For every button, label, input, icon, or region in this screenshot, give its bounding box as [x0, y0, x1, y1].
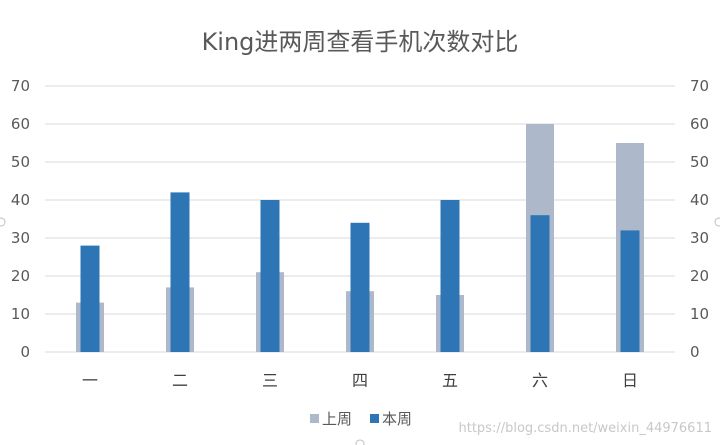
x-axis: 一二三四五六日: [82, 371, 638, 390]
legend-swatch-0: [310, 414, 319, 423]
bar-this-week-4: [440, 200, 460, 352]
watermark: https://blog.csdn.net/weixin_44976611: [458, 421, 712, 436]
legend-label-1: 本周: [382, 410, 412, 428]
x-tick-label-0: 一: [82, 371, 98, 390]
y-tick-label-left-7: 70: [11, 77, 30, 95]
resize-handle-left[interactable]: [0, 217, 6, 227]
y-tick-label-right-5: 50: [690, 153, 709, 171]
resize-handle-bottom[interactable]: [355, 439, 365, 445]
bar-this-week-1: [170, 192, 190, 352]
chart-title: King进两周查看手机次数对比: [202, 28, 519, 56]
x-tick-label-5: 六: [532, 371, 548, 390]
bar-this-week-6: [620, 230, 640, 352]
bar-this-week-5: [530, 215, 550, 352]
y-tick-label-right-3: 30: [690, 229, 709, 247]
y-tick-label-right-4: 40: [690, 191, 709, 209]
y-tick-label-right-0: 0: [690, 343, 700, 361]
y-tick-label-left-3: 30: [11, 229, 30, 247]
y-tick-label-left-1: 10: [11, 305, 30, 323]
left-y-axis: 0 10 20 30 40 50 60 70: [11, 77, 30, 361]
y-tick-label-left-4: 40: [11, 191, 30, 209]
x-tick-label-2: 三: [262, 371, 278, 390]
x-tick-label-6: 日: [622, 371, 638, 390]
resize-handle-right[interactable]: [714, 217, 720, 227]
legend-item-1: 本周: [370, 410, 412, 428]
y-tick-label-left-2: 20: [11, 267, 30, 285]
legend: 上周 本周: [310, 410, 412, 428]
legend-item-0: 上周: [310, 410, 352, 428]
right-y-axis: 0 10 20 30 40 50 60 70: [690, 77, 709, 361]
bar-this-week-2: [260, 200, 280, 352]
x-tick-label-4: 五: [442, 371, 458, 390]
bar-this-week-3: [350, 222, 370, 352]
legend-swatch-1: [370, 414, 379, 423]
y-tick-label-right-1: 10: [690, 305, 709, 323]
y-tick-label-left-0: 0: [20, 343, 30, 361]
bar-series: [76, 124, 644, 352]
legend-label-0: 上周: [322, 410, 352, 428]
y-tick-label-right-6: 60: [690, 115, 709, 133]
y-tick-label-right-7: 70: [690, 77, 709, 95]
series-1: [80, 192, 640, 352]
bar-this-week-0: [80, 245, 100, 352]
y-tick-label-left-6: 60: [11, 115, 30, 133]
x-tick-label-3: 四: [352, 371, 368, 390]
y-tick-label-left-5: 50: [11, 153, 30, 171]
x-tick-label-1: 二: [172, 371, 188, 390]
y-tick-label-right-2: 20: [690, 267, 709, 285]
